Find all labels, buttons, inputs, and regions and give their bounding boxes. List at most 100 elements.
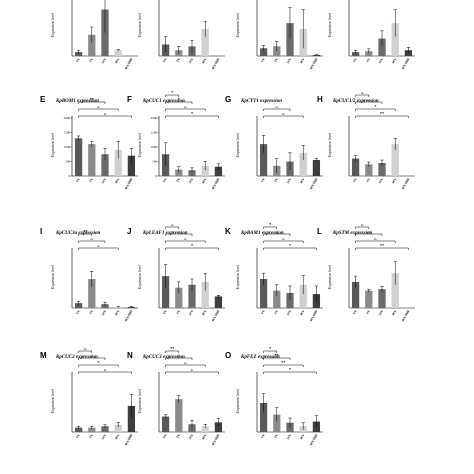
x-tick-label: 0 h [352, 57, 358, 63]
x-tick-label: 4 h [273, 177, 279, 183]
x-tick-label: 24 h [286, 433, 292, 440]
y-tick-label: 1500 [151, 131, 158, 135]
panel-letter: E [40, 95, 46, 104]
significance-label: ns [184, 362, 187, 365]
panel-letter: N [127, 351, 133, 360]
bar [127, 405, 136, 432]
x-tick-label: 48 h [114, 309, 120, 316]
bar [88, 427, 96, 432]
significance-label: ns [368, 231, 371, 234]
y-tick-label: 0 [155, 174, 157, 178]
bar [286, 292, 294, 308]
panel-title: KpBOM1 expression [55, 99, 99, 104]
bar [391, 273, 399, 308]
significance-bracket [165, 108, 206, 111]
significance-label: ** [275, 353, 279, 358]
significance-label: ** [170, 346, 174, 351]
panel-title: KpFEZ expression [240, 355, 280, 360]
bar [74, 303, 83, 308]
bar [365, 164, 373, 176]
significance-bracket [355, 233, 383, 236]
bar [214, 166, 223, 176]
significance-bracket [165, 350, 180, 353]
significance-label: ns [184, 238, 187, 241]
x-tick-label: 48 h Mild [309, 177, 319, 190]
significance-bracket [263, 233, 291, 236]
significance-label: ns [178, 355, 181, 358]
significance-bracket [165, 226, 180, 229]
bar [351, 281, 360, 308]
significance-bracket [263, 247, 317, 250]
significance-bracket [263, 364, 304, 367]
panel-letter: I [40, 227, 42, 236]
x-tick-label: 0 h [260, 433, 266, 439]
x-tick-label: 24 h [101, 57, 107, 64]
y-tick-label: 1000 [151, 145, 158, 149]
significance-bracket [355, 94, 370, 97]
bar [175, 287, 183, 308]
x-tick-label: 48 h [201, 309, 207, 316]
significance-label: ** [380, 111, 384, 116]
significance-bracket [263, 357, 291, 360]
significance-label: ns [282, 238, 285, 241]
y-axis-label: Expression level [328, 133, 332, 157]
x-tick-label: 24 h [188, 309, 194, 316]
x-tick-label: 0 h [260, 57, 266, 63]
panel-letter: G [225, 95, 231, 104]
panel-title: KpCUC3a expression [55, 231, 101, 236]
x-tick-label: 48 h Mild [211, 433, 221, 446]
significance-bracket [263, 371, 317, 374]
significance-bracket [78, 108, 119, 111]
significance-bracket [78, 357, 106, 360]
significance-label: * [269, 346, 271, 351]
bar [365, 51, 373, 56]
y-axis-label: Expression level [236, 265, 240, 289]
x-tick-label: 48 h [299, 309, 305, 316]
bar [259, 144, 268, 176]
x-tick-label: 4 h [175, 177, 181, 183]
panel-title: KpCUC1 expression [142, 99, 185, 104]
x-tick-label: 48 h Mild [124, 57, 134, 70]
x-tick-label: 48 h [299, 177, 305, 184]
x-tick-label: 48 h [201, 57, 207, 64]
y-axis-label: Expression level [51, 389, 55, 413]
x-tick-label: 4 h [365, 309, 371, 315]
x-tick-label: 48 h Mild [401, 177, 411, 190]
x-tick-label: 48 h [391, 177, 397, 184]
x-tick-label: 4 h [88, 433, 94, 439]
significance-label: ns [91, 355, 94, 358]
significance-bracket [355, 240, 396, 243]
x-tick-label: 4 h [273, 433, 279, 439]
panel-title: KpSTM expression [332, 231, 373, 236]
significance-label: ** [83, 229, 87, 234]
bar [259, 279, 268, 308]
significance-bracket [263, 115, 304, 118]
significance-label: * [178, 97, 180, 102]
significance-bracket [263, 240, 304, 243]
y-axis-label: Expression level [236, 133, 240, 157]
bar [214, 296, 223, 308]
panel-title: KpCUC2 expression [55, 355, 98, 360]
panel-letter: K [225, 227, 231, 236]
significance-label: * [269, 222, 271, 227]
panel-title: KpLEAF1 expression [142, 231, 188, 236]
y-tick-label: 500 [152, 160, 157, 164]
x-tick-label: 24 h [378, 177, 384, 184]
significance-label: * [171, 90, 173, 95]
y-axis-label: Expression level [236, 13, 240, 37]
bar [88, 144, 96, 176]
bar [74, 427, 83, 432]
x-tick-label: 48 h Mild [124, 177, 134, 190]
x-tick-label: 0 h [75, 309, 81, 315]
bar [201, 165, 209, 176]
x-tick-label: 48 h Mild [211, 309, 221, 322]
x-tick-label: 48 h Mild [309, 309, 319, 322]
x-tick-label: 24 h [378, 57, 384, 64]
x-tick-label: 24 h [101, 309, 107, 316]
x-tick-label: 0 h [75, 57, 81, 63]
significance-label: ns [276, 231, 279, 234]
significance-bracket [165, 233, 193, 236]
significance-label: ** [281, 360, 285, 365]
y-axis-label: Expression level [51, 265, 55, 289]
x-tick-label: 0 h [260, 177, 266, 183]
